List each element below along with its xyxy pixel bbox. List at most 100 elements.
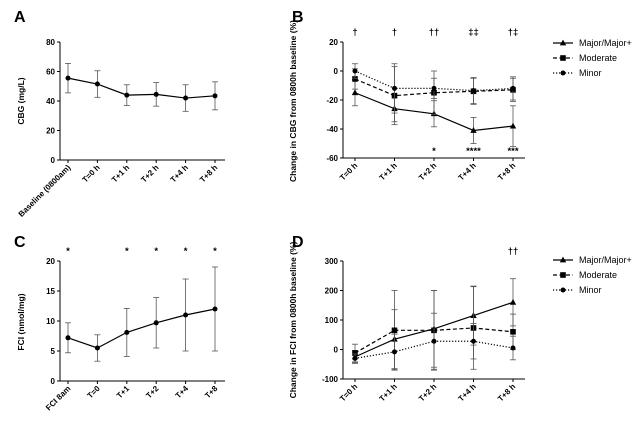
y-tick-label: -100 <box>322 375 339 384</box>
legend-label: Minor <box>579 68 602 78</box>
y-axis-label: CBG (mg/L) <box>16 77 26 124</box>
y-tick-label: 300 <box>325 257 339 266</box>
data-point <box>183 312 189 318</box>
x-tick-label: T+8 h <box>198 163 219 184</box>
data-point <box>212 306 218 312</box>
significance-marker: **** <box>466 146 481 157</box>
legend-label: Moderate <box>579 270 617 280</box>
x-tick-label: Baseline (0800am) <box>17 163 73 219</box>
y-tick-label: 200 <box>325 287 339 296</box>
y-tick-label: -60 <box>326 154 338 163</box>
legend: Major/Major+ Moderate Minor <box>553 38 632 78</box>
panel-letter: A <box>14 9 26 26</box>
series-2 <box>352 312 516 370</box>
panel-d: D -100 0 100 200 300 T=0 h T+1 h T+2 h T+4 h T+8 h… <box>288 234 632 403</box>
panel-a: A 0 20 40 60 80 Baseline (0800am) T=0 h T+1 h T+2… <box>14 9 225 219</box>
x-tick-label: T+2 <box>144 384 161 401</box>
significance-marker: †† <box>429 27 440 38</box>
y-axis-label: FCI (nmol/mg) <box>16 293 26 350</box>
x-tick-label: T+1 h <box>110 163 131 184</box>
y-tick-label: 0 <box>334 346 339 355</box>
x-tick-label: T+4 h <box>457 161 478 182</box>
y-tick-label: 0 <box>334 67 339 76</box>
y-tick-label: 0 <box>51 156 56 165</box>
data-point <box>124 329 130 335</box>
data-point <box>352 76 358 82</box>
x-tick-label: T+2 h <box>417 382 438 403</box>
data-point <box>509 122 517 129</box>
legend-marker <box>560 55 566 61</box>
panel-c: C 0 5 10 15 20 FCI 8am T=0 T+1 T+2 T+4 T+8 FCI (nmol… <box>14 234 225 412</box>
y-tick-label: 20 <box>46 257 55 266</box>
x-tick-label: T=0 h <box>338 161 359 182</box>
significance-marker: * <box>66 246 70 257</box>
x-tick-label: T+8 h <box>496 161 517 182</box>
significance-marker: * <box>213 246 217 257</box>
legend-marker <box>559 256 567 263</box>
x-tick-label: T=0 h <box>81 163 102 184</box>
series-line <box>354 70 514 92</box>
data-point <box>153 320 159 326</box>
significance-marker: * <box>432 146 436 157</box>
y-tick-label: -40 <box>326 125 338 134</box>
y-tick-label: 80 <box>46 38 55 47</box>
legend-label: Major/Major+ <box>579 38 632 48</box>
data-point <box>471 338 476 344</box>
data-point <box>470 127 477 133</box>
y-tick-label: 10 <box>46 317 55 326</box>
y-tick-label: 20 <box>329 38 338 47</box>
x-tick-label: T+8 h <box>496 382 517 403</box>
x-tick-label: T+2 h <box>139 163 160 184</box>
data-point <box>352 68 358 74</box>
x-tick-label: T+8 <box>203 384 220 401</box>
significance-marker: *** <box>507 146 518 157</box>
x-tick-label: T=0 <box>86 384 103 401</box>
y-axis-label: Change in CBG from 0800h baseline (%) <box>288 20 298 182</box>
data-point <box>352 350 358 356</box>
y-tick-label: 15 <box>46 287 55 296</box>
y-tick-label: 40 <box>46 97 55 106</box>
legend-label: Minor <box>579 285 602 295</box>
data-point <box>94 345 100 351</box>
legend-label: Moderate <box>579 53 617 63</box>
y-tick-label: 20 <box>46 127 55 136</box>
data-point <box>509 298 517 305</box>
significance-marker: * <box>184 246 188 257</box>
data-point <box>153 91 159 97</box>
y-tick-label: 0 <box>51 377 56 386</box>
significance-marker: †† <box>508 246 519 257</box>
data-point <box>510 345 516 351</box>
legend-label: Major/Major+ <box>579 255 632 265</box>
data-point <box>471 88 476 94</box>
data-point <box>212 93 218 99</box>
series-2 <box>352 63 516 114</box>
panel-letter: D <box>292 234 304 251</box>
x-tick-label: T+4 h <box>169 163 190 184</box>
series-0 <box>65 266 218 362</box>
data-point <box>94 81 100 87</box>
significance-marker: † <box>352 27 357 38</box>
x-tick-label: T+1 <box>115 384 132 401</box>
series-line <box>67 308 216 349</box>
x-tick-label: T+1 h <box>378 382 399 403</box>
data-point <box>392 349 397 355</box>
data-point <box>510 85 516 91</box>
y-tick-label: -20 <box>326 96 338 105</box>
data-point <box>431 85 437 91</box>
data-point <box>183 95 189 101</box>
data-point <box>65 335 71 341</box>
data-point <box>431 338 437 344</box>
data-point <box>510 329 516 335</box>
series-line <box>67 77 216 99</box>
x-tick-label: T+2 h <box>417 161 438 182</box>
data-point <box>351 89 359 96</box>
legend: Major/Major+ Moderate Minor <box>553 255 632 295</box>
y-tick-label: 100 <box>325 316 339 325</box>
significance-marker: * <box>125 246 129 257</box>
data-point <box>124 92 130 98</box>
panel-b: B -60 -40 -20 0 20 T=0 h T+1 h T+2 h T+4 h T+8 h Ch… <box>288 9 632 182</box>
significance-marker: ‡‡ <box>468 27 479 38</box>
series-line <box>354 78 514 97</box>
series-0 <box>65 62 218 112</box>
significance-marker: * <box>154 246 158 257</box>
